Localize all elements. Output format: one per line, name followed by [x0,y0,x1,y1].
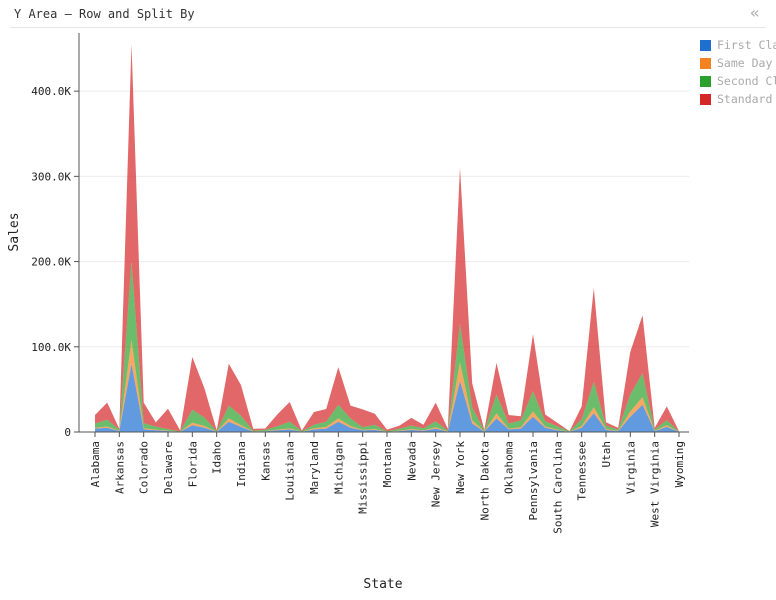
x-tick-label: Mississippi [357,441,370,514]
x-tick-label: Florida [186,441,199,487]
legend-label: Standard Class [717,92,776,106]
x-tick-label: Louisiana [284,441,297,501]
legend-label: First Class [717,38,776,52]
x-tick-label: Montana [381,441,394,487]
x-tick-label: Virginia [624,441,637,494]
header-divider [10,27,766,28]
y-axis-label: Sales [7,212,22,251]
x-tick-label: Arkansas [113,441,126,494]
x-tick-label: Oklahoma [503,441,516,494]
panel-header: Y Area – Row and Split By « [0,0,776,28]
legend-label: Same Day [717,56,773,70]
y-tick-label: 100.0K [31,341,71,354]
legend-item-same-day[interactable]: Same Day [700,54,776,72]
x-axis-label: State [363,577,402,592]
chart-legend: First Class Same Day Second Class Standard … [700,36,776,108]
chart-title: Y Area – Row and Split By [14,7,195,21]
x-tick-label: North Dakota [478,441,491,520]
x-tick-label: South Carolina [551,441,564,534]
legend-swatch [700,93,711,105]
x-tick-label: Delaware [162,441,175,494]
area-series-standard-class [95,44,679,432]
legend-swatch [700,39,711,51]
x-tick-label: New York [454,441,467,494]
legend-swatch [700,75,711,87]
legend-item-second-class[interactable]: Second Class [700,72,776,90]
y-tick-label: 200.0K [31,256,71,269]
legend-item-standard-class[interactable]: Standard Class [700,90,776,108]
y-tick-label: 400.0K [31,85,71,98]
x-tick-label: Michigan [332,441,345,494]
x-tick-label: Idaho [211,441,224,474]
x-tick-label: Nevada [405,441,418,481]
x-tick-label: Colorado [138,441,151,494]
x-tick-label: Wyoming [673,441,686,487]
legend-item-first-class[interactable]: First Class [700,36,776,54]
x-tick-label: Indiana [235,441,248,487]
x-tick-label: Pennsylvania [527,441,540,520]
x-tick-label: New Jersey [430,441,443,508]
legend-label: Second Class [717,74,776,88]
y-tick-label: 300.0K [31,170,71,183]
collapse-icon[interactable]: « [750,3,760,22]
y-tick-label: 0 [64,426,71,439]
x-tick-label: Kansas [259,441,272,481]
legend-swatch [700,57,711,69]
x-tick-label: Alabama [89,441,102,487]
x-tick-label: West Virginia [649,441,662,527]
x-tick-label: Maryland [308,441,321,494]
x-tick-label: Utah [600,441,613,468]
x-tick-label: Tennessee [576,441,589,501]
